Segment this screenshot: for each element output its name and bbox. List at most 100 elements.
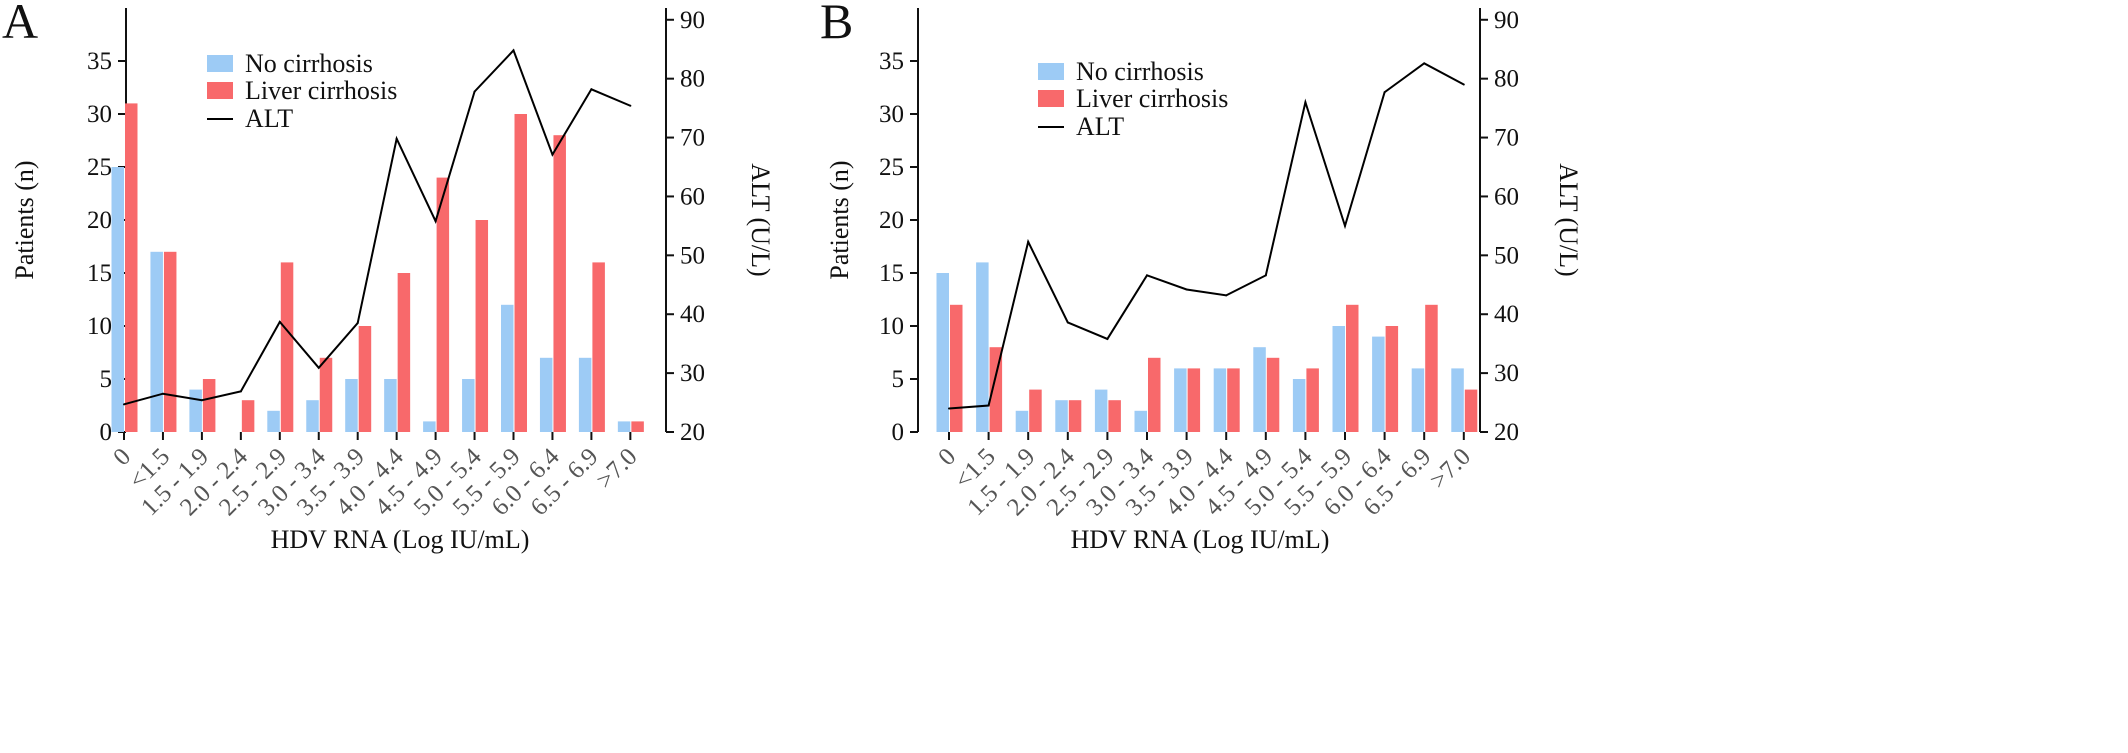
bar-liver-cirrhosis	[202, 379, 216, 432]
bar-no-cirrhosis	[1094, 389, 1108, 432]
left-tick-label: 0	[100, 419, 113, 446]
bar-liver-cirrhosis	[1464, 389, 1478, 432]
y-axis-title: Patients (n)	[825, 160, 854, 279]
right-tick-label: 40	[1494, 301, 1519, 328]
bar-liver-cirrhosis	[1425, 304, 1438, 432]
bar-liver-cirrhosis	[397, 273, 411, 432]
x-tick-label: >7.0	[1425, 443, 1476, 494]
alt-point	[200, 399, 203, 402]
bar-no-cirrhosis	[1213, 368, 1227, 432]
alt-point	[512, 49, 515, 52]
alt-point	[629, 104, 632, 107]
alt-point	[551, 153, 554, 156]
alt-point	[987, 404, 990, 407]
alt-point	[590, 88, 593, 91]
legend-label-liver-cirrhosis: Liver cirrhosis	[245, 76, 397, 105]
right-tick-label: 90	[1494, 7, 1519, 34]
alt-point	[123, 403, 125, 406]
left-tick-label: 30	[879, 101, 904, 128]
right-tick-label: 60	[680, 183, 705, 210]
right-tick-label: 70	[680, 125, 705, 152]
x-axis-title: HDV RNA (Log IU/mL)	[1071, 525, 1330, 554]
alt-point	[948, 407, 950, 410]
left-tick-label: 20	[87, 207, 112, 234]
alt-point	[317, 366, 320, 369]
bar-liver-cirrhosis	[280, 262, 294, 432]
bar-liver-cirrhosis	[950, 304, 963, 432]
left-tick-label: 0	[892, 419, 905, 446]
left-tick-label: 25	[879, 154, 904, 181]
left-tick-label: 25	[87, 154, 112, 181]
bar-no-cirrhosis	[267, 410, 280, 432]
x-tick-label: >7.0	[591, 443, 642, 494]
left-tick-label: 20	[879, 207, 904, 234]
alt-point	[1383, 91, 1386, 94]
legend-swatch-liver-cirrhosis	[1038, 90, 1064, 107]
alt-point	[1344, 224, 1346, 227]
left-tick-label: 15	[879, 260, 904, 287]
bar-no-cirrhosis	[345, 379, 358, 432]
bar-liver-cirrhosis	[163, 251, 177, 432]
bar-no-cirrhosis	[150, 251, 163, 432]
left-tick-label: 10	[87, 313, 112, 340]
alt-point	[239, 390, 242, 393]
bar-no-cirrhosis	[1015, 410, 1029, 432]
right-tick-label: 70	[1494, 125, 1519, 152]
left-tick-label: 5	[892, 366, 905, 393]
panel-letter: B	[820, 0, 853, 49]
bar-no-cirrhosis	[306, 400, 319, 432]
bar-no-cirrhosis	[976, 262, 989, 432]
panel-b: B0510152025303520304050607080900<1.51.5 …	[820, 0, 1583, 554]
legend-label-no-cirrhosis: No cirrhosis	[1076, 57, 1204, 86]
bar-liver-cirrhosis	[1385, 326, 1399, 432]
panel-letter: A	[2, 0, 38, 49]
bar-liver-cirrhosis	[1306, 368, 1319, 432]
right-tick-label: 60	[1494, 183, 1519, 210]
bar-no-cirrhosis	[617, 421, 631, 432]
bar-no-cirrhosis	[423, 421, 436, 432]
alt-point	[278, 320, 281, 323]
bar-no-cirrhosis	[189, 389, 202, 432]
bar-no-cirrhosis	[1411, 368, 1425, 432]
bar-liver-cirrhosis	[125, 103, 138, 433]
bar-liver-cirrhosis	[1227, 368, 1240, 432]
y2-axis-title: ALT (U/L)	[1554, 163, 1583, 276]
bar-liver-cirrhosis	[436, 177, 450, 432]
right-tick-label: 40	[680, 301, 705, 328]
bar-liver-cirrhosis	[631, 421, 644, 432]
bar-liver-cirrhosis	[1266, 357, 1280, 432]
bar-no-cirrhosis	[578, 357, 592, 432]
bar-no-cirrhosis	[1332, 326, 1345, 432]
legend-label-alt: ALT	[245, 104, 293, 133]
alt-point	[1225, 294, 1228, 297]
x-axis-title: HDV RNA (Log IU/mL)	[271, 525, 530, 554]
bar-no-cirrhosis	[1134, 410, 1147, 432]
bar-liver-cirrhosis	[1108, 400, 1121, 432]
alt-point	[1264, 274, 1267, 277]
bar-no-cirrhosis	[462, 379, 475, 432]
alt-point	[1066, 321, 1069, 324]
bar-liver-cirrhosis	[592, 262, 605, 432]
y-axis-title: Patients (n)	[10, 160, 39, 279]
alt-point	[1304, 101, 1307, 104]
alt-point	[1423, 62, 1426, 65]
right-tick-label: 90	[680, 7, 705, 34]
bar-liver-cirrhosis	[241, 400, 255, 432]
alt-point	[1027, 240, 1030, 243]
alt-line	[948, 62, 1465, 410]
alt-point	[1146, 274, 1148, 277]
alt-point	[1462, 83, 1465, 86]
alt-point	[356, 322, 359, 325]
left-tick-label: 10	[879, 313, 904, 340]
right-tick-label: 80	[680, 66, 705, 93]
bar-no-cirrhosis	[936, 273, 949, 432]
alt-point	[161, 392, 164, 395]
right-tick-label: 30	[1494, 360, 1519, 387]
bar-no-cirrhosis	[1055, 400, 1068, 432]
bar-liver-cirrhosis	[358, 326, 372, 432]
left-tick-label: 15	[87, 260, 112, 287]
alt-point	[1106, 337, 1109, 340]
alt-point	[473, 90, 476, 93]
bar-liver-cirrhosis	[1187, 368, 1201, 432]
